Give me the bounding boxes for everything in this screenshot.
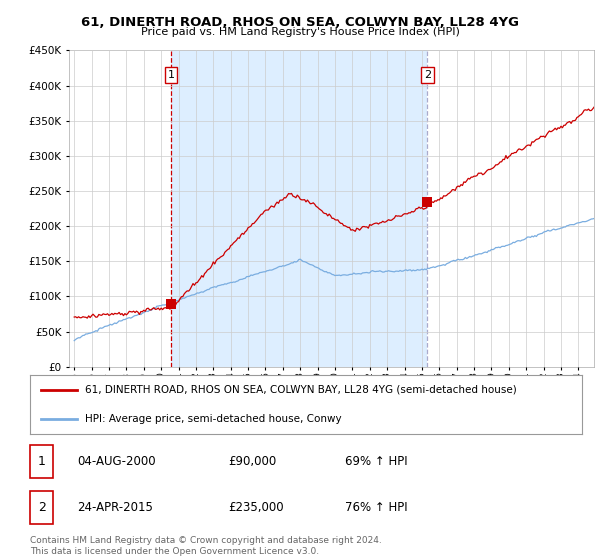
Text: 1: 1	[38, 455, 46, 468]
Text: Contains HM Land Registry data © Crown copyright and database right 2024.
This d: Contains HM Land Registry data © Crown c…	[30, 536, 382, 556]
Text: £235,000: £235,000	[229, 501, 284, 514]
Text: 1: 1	[168, 70, 175, 80]
Text: Price paid vs. HM Land Registry's House Price Index (HPI): Price paid vs. HM Land Registry's House …	[140, 27, 460, 37]
Text: £90,000: £90,000	[229, 455, 277, 468]
Text: 61, DINERTH ROAD, RHOS ON SEA, COLWYN BAY, LL28 4YG (semi-detached house): 61, DINERTH ROAD, RHOS ON SEA, COLWYN BA…	[85, 385, 517, 395]
Text: 69% ↑ HPI: 69% ↑ HPI	[344, 455, 407, 468]
Bar	[30, 445, 53, 478]
Bar	[171, 50, 427, 367]
Text: HPI: Average price, semi-detached house, Conwy: HPI: Average price, semi-detached house,…	[85, 414, 342, 424]
Text: 2: 2	[38, 501, 46, 514]
Text: 76% ↑ HPI: 76% ↑ HPI	[344, 501, 407, 514]
Text: 61, DINERTH ROAD, RHOS ON SEA, COLWYN BAY, LL28 4YG: 61, DINERTH ROAD, RHOS ON SEA, COLWYN BA…	[81, 16, 519, 29]
Bar	[30, 491, 53, 524]
Text: 04-AUG-2000: 04-AUG-2000	[77, 455, 155, 468]
Text: 2: 2	[424, 70, 431, 80]
Text: 24-APR-2015: 24-APR-2015	[77, 501, 153, 514]
